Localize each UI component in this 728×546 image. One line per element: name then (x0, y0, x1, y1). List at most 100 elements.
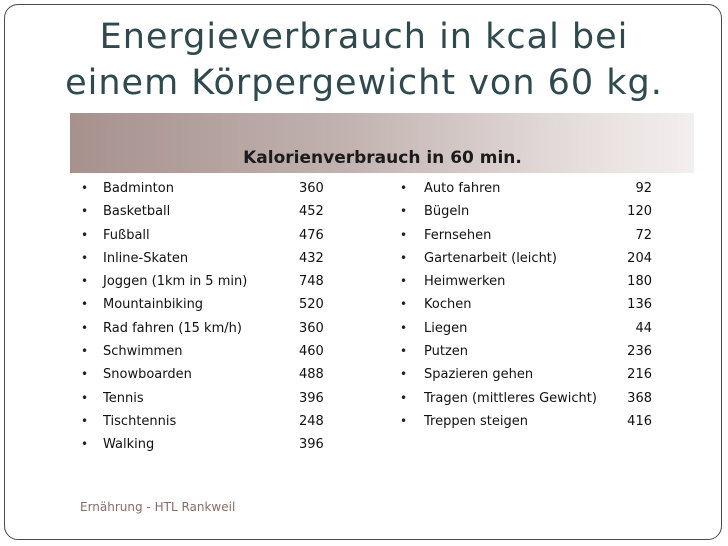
bullet-icon: • (81, 320, 89, 335)
footer-text: Ernährung - HTL Rankweil (80, 500, 236, 514)
activity-name: Tennis (103, 390, 144, 406)
activity-name: Schwimmen (103, 344, 183, 360)
list-item: • Treppen steigen 416 (400, 410, 660, 433)
bullet-icon: • (81, 250, 89, 265)
activity-name: Tragen (mittleres Gewicht) (424, 390, 597, 406)
kcal-value: 136 (627, 297, 652, 313)
bullet-icon: • (400, 227, 408, 242)
list-item: • Putzen 236 (400, 340, 660, 363)
bullet-icon: • (81, 227, 89, 242)
bullet-icon: • (81, 390, 89, 405)
list-item: • Bügeln 120 (400, 200, 660, 223)
activity-name: Kochen (424, 297, 472, 313)
left-activity-list: • Badminton 360 • Basketball 452 • Fußball 476… (81, 177, 341, 457)
list-item: • Auto fahren 92 (400, 177, 660, 200)
kcal-value: 460 (299, 344, 324, 360)
activity-name: Bügeln (424, 204, 470, 220)
list-item: • Fernsehen 72 (400, 224, 660, 247)
bullet-icon: • (81, 367, 89, 382)
activity-name: Inline-Skaten (103, 250, 189, 266)
activity-name: Fußball (103, 227, 150, 243)
bullet-icon: • (400, 344, 408, 359)
slide-frame (4, 4, 722, 540)
band-label: Kalorienverbrauch in 60 min. (243, 148, 522, 168)
activity-name: Walking (103, 437, 155, 453)
kcal-value: 360 (299, 320, 324, 336)
kcal-value: 44 (635, 320, 652, 336)
activity-name: Liegen (424, 320, 468, 336)
slide-title: Energieverbrauch in kcal bei einem Körpe… (0, 14, 728, 106)
bullet-icon: • (400, 181, 408, 195)
kcal-value: 488 (299, 367, 324, 383)
bullet-icon: • (81, 344, 89, 359)
bullet-icon: • (400, 390, 408, 405)
kcal-value: 236 (627, 344, 652, 360)
bullet-icon: • (81, 413, 89, 428)
kcal-value: 360 (299, 181, 324, 196)
list-item: • Fußball 476 (81, 224, 341, 247)
bullet-icon: • (400, 413, 408, 428)
activity-name: Auto fahren (424, 181, 501, 196)
kcal-value: 396 (299, 390, 324, 406)
kcal-value: 520 (299, 297, 324, 313)
kcal-value: 476 (299, 227, 324, 243)
activity-name: Fernsehen (424, 227, 492, 243)
kcal-value: 396 (299, 437, 324, 453)
kcal-value: 204 (627, 250, 652, 266)
list-item: • Heimwerken 180 (400, 270, 660, 293)
list-item: • Schwimmen 460 (81, 340, 341, 363)
activity-name: Joggen (1km in 5 min) (103, 274, 248, 290)
list-item: • Snowboarden 488 (81, 363, 341, 386)
list-item: • Walking 396 (81, 433, 341, 456)
bullet-icon: • (81, 181, 89, 195)
header-band (70, 113, 694, 173)
bullet-icon: • (81, 204, 89, 219)
kcal-value: 432 (299, 250, 324, 266)
list-item: • Tischtennis 248 (81, 410, 341, 433)
activity-name: Badminton (103, 181, 174, 196)
activity-name: Treppen steigen (424, 413, 528, 429)
bullet-icon: • (400, 320, 408, 335)
kcal-value: 416 (627, 413, 652, 429)
bullet-icon: • (81, 437, 89, 452)
kcal-value: 120 (627, 204, 652, 220)
list-item: • Badminton 360 (81, 177, 341, 200)
list-item: • Joggen (1km in 5 min) 748 (81, 270, 341, 293)
bullet-icon: • (400, 297, 408, 312)
bullet-icon: • (400, 367, 408, 382)
title-line-1: Energieverbrauch in kcal bei (99, 17, 629, 57)
activity-name: Tischtennis (103, 413, 177, 429)
bullet-icon: • (400, 274, 408, 289)
list-item: • Tennis 396 (81, 387, 341, 410)
list-item: • Inline-Skaten 432 (81, 247, 341, 270)
bullet-icon: • (400, 250, 408, 265)
bullet-icon: • (81, 274, 89, 289)
bullet-icon: • (400, 204, 408, 219)
activity-name: Rad fahren (15 km/h) (103, 320, 242, 336)
kcal-value: 92 (635, 181, 652, 196)
list-item: • Kochen 136 (400, 293, 660, 316)
kcal-value: 248 (299, 413, 324, 429)
kcal-value: 368 (627, 390, 652, 406)
activity-name: Basketball (103, 204, 171, 220)
list-item: • Tragen (mittleres Gewicht) 368 (400, 387, 660, 410)
activity-name: Mountainbiking (103, 297, 204, 313)
list-item: • Mountainbiking 520 (81, 293, 341, 316)
right-activity-list: • Auto fahren 92 • Bügeln 120 • Fernsehen 72 •… (400, 177, 660, 433)
list-item: • Liegen 44 (400, 317, 660, 340)
activity-name: Spazieren gehen (424, 367, 534, 383)
kcal-value: 180 (627, 274, 652, 290)
list-item: • Spazieren gehen 216 (400, 363, 660, 386)
bullet-icon: • (81, 297, 89, 312)
title-line-2: einem Körpergewicht von 60 kg. (65, 63, 663, 103)
activity-name: Putzen (424, 344, 469, 360)
activity-name: Heimwerken (424, 274, 506, 290)
list-item: • Gartenarbeit (leicht) 204 (400, 247, 660, 270)
kcal-value: 452 (299, 204, 324, 220)
activity-name: Gartenarbeit (leicht) (424, 250, 557, 266)
list-item: • Rad fahren (15 km/h) 360 (81, 317, 341, 340)
kcal-value: 748 (299, 274, 324, 290)
list-item: • Basketball 452 (81, 200, 341, 223)
activity-name: Snowboarden (103, 367, 192, 383)
kcal-value: 216 (627, 367, 652, 383)
